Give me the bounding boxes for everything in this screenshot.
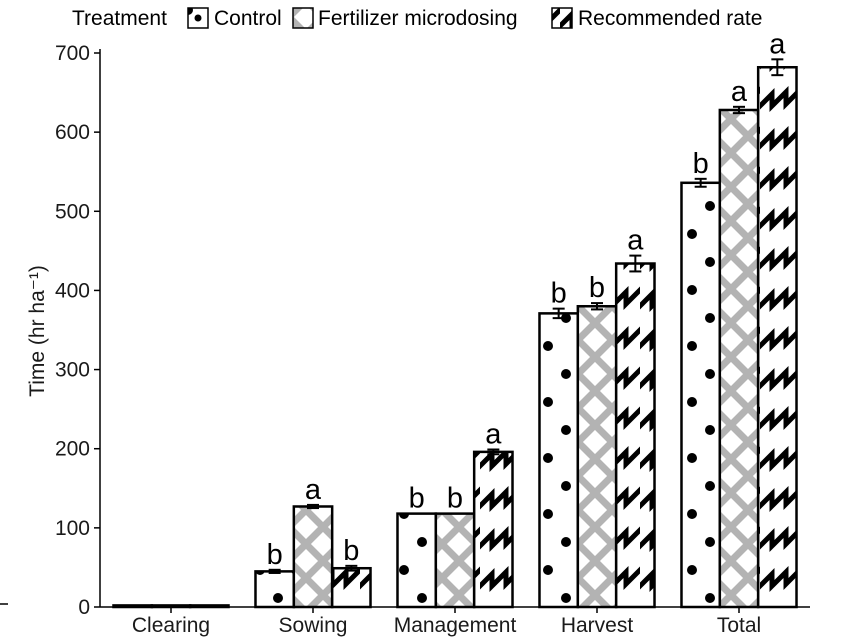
bar <box>292 505 334 609</box>
bar <box>254 570 296 609</box>
y-axis: 0 100 200 300 400 500 600 700 <box>55 42 101 619</box>
y-tick-label: 700 <box>55 42 90 65</box>
error-bar <box>268 568 281 574</box>
x-tick-label: Clearing <box>132 614 210 637</box>
x-tick-label: Total <box>717 614 761 637</box>
error-bar <box>733 105 745 115</box>
bar <box>150 604 192 609</box>
y-tick-label: 200 <box>55 438 90 461</box>
legend-swatch-fertilizer-microdosing <box>292 7 314 29</box>
legend-label-control: Control <box>214 7 282 30</box>
significance-letter: a <box>731 76 748 108</box>
bar <box>472 450 514 609</box>
y-tick-label: 500 <box>55 200 90 223</box>
significance-letter: b <box>409 483 425 515</box>
significance-letter: a <box>627 225 644 257</box>
error-bar <box>487 448 500 456</box>
x-axis: Clearing Sowing Management Harvest Total <box>100 606 810 637</box>
bar <box>576 305 618 609</box>
bar <box>330 566 372 609</box>
significance-letter: b <box>693 148 709 180</box>
significance-letter: b <box>267 539 283 571</box>
y-axis-title: Time (hr ha⁻¹) <box>26 265 49 397</box>
error-bar <box>307 503 319 510</box>
error-bar <box>591 302 603 311</box>
significance-letter: a <box>485 419 502 451</box>
error-bar <box>694 177 707 188</box>
bar <box>538 312 580 609</box>
y-tick-label: 100 <box>55 517 90 540</box>
significance-letter: b <box>551 278 567 310</box>
significance-letter: a <box>769 28 786 60</box>
bar <box>680 181 722 609</box>
legend-label-recommended-rate: Recommended rate <box>578 7 762 30</box>
y-tick-label: 600 <box>55 121 90 144</box>
bar <box>756 65 798 609</box>
x-tick-label: Management <box>394 614 517 637</box>
legend: Treatment Control Fertilizer microdosing… <box>72 7 762 30</box>
x-tick-label: Sowing <box>279 614 348 637</box>
bar <box>614 262 656 609</box>
legend-title: Treatment <box>72 7 167 30</box>
error-bars <box>268 58 784 574</box>
error-bar <box>552 307 565 320</box>
legend-dot-icon <box>194 14 202 22</box>
significance-letter: b <box>447 483 463 515</box>
bar <box>718 108 760 609</box>
bar <box>112 604 154 609</box>
bar <box>396 512 438 609</box>
bar <box>434 512 476 609</box>
bar <box>188 604 230 609</box>
significance-letter: a <box>305 474 322 506</box>
error-bar <box>345 564 358 572</box>
error-bar <box>771 58 784 77</box>
error-bar <box>629 254 642 273</box>
y-tick-label: 0 <box>78 596 90 619</box>
y-tick-label: 400 <box>55 279 90 302</box>
significance-letter: b <box>343 535 359 567</box>
x-tick-label: Harvest <box>561 614 634 637</box>
legend-label-fertilizer-microdosing: Fertilizer microdosing <box>318 7 518 30</box>
y-tick-label: 300 <box>55 359 90 382</box>
significance-letter: b <box>589 272 605 304</box>
legend-swatch-recommended-rate <box>551 7 573 29</box>
